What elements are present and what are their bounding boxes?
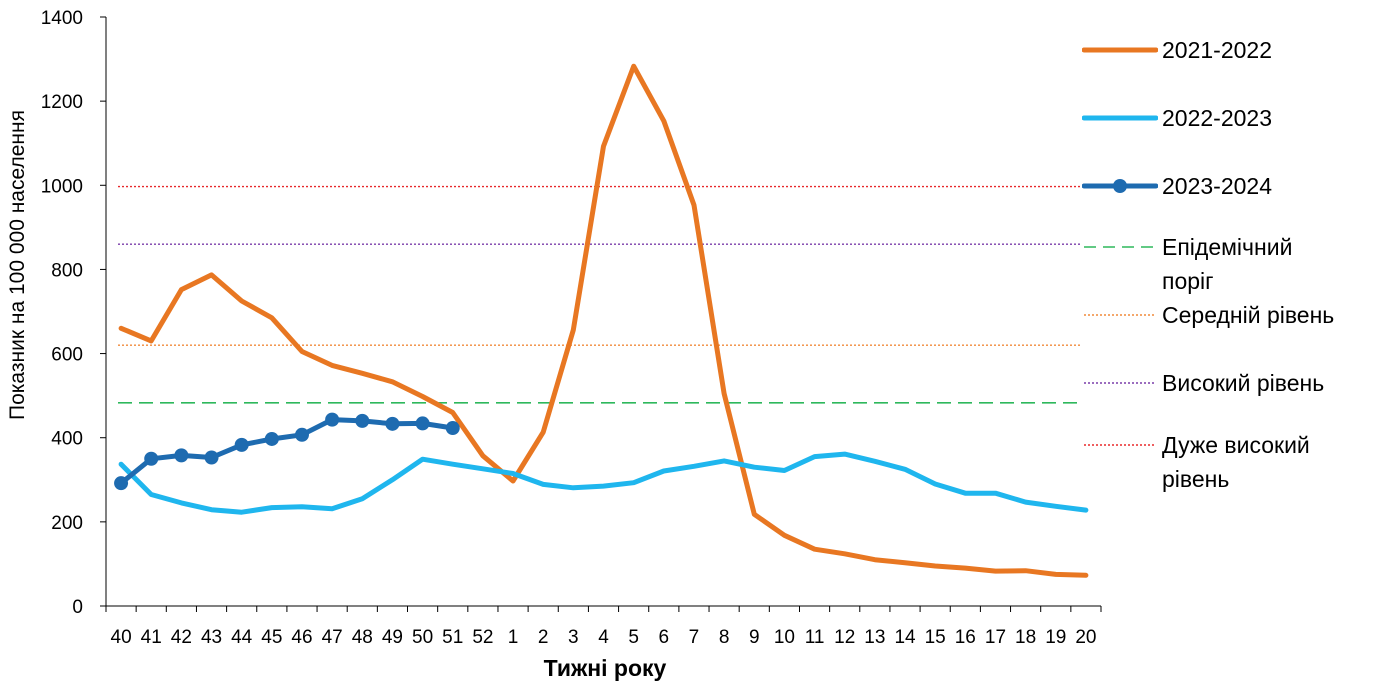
x-tick-label: 9 <box>749 627 760 648</box>
legend-label: Епідемічний поріг <box>1162 234 1293 294</box>
x-tick-label: 47 <box>322 627 343 648</box>
series-line-0 <box>118 63 1089 578</box>
legend-swatch <box>1082 47 1158 53</box>
y-tick-label: 800 <box>51 260 83 281</box>
y-tick-label: 200 <box>51 513 83 534</box>
legend-swatch <box>1084 246 1156 248</box>
x-tick-label: 18 <box>1015 627 1036 648</box>
y-tick-label: 0 <box>72 597 83 618</box>
legend-label: Середній рівень <box>1162 302 1335 328</box>
x-tick-label: 3 <box>568 627 579 648</box>
series-line-1 <box>118 451 1089 515</box>
x-tick-label: 4 <box>598 627 609 648</box>
x-tick-label: 40 <box>111 627 132 648</box>
legend-label: Високий рівень <box>1162 370 1325 396</box>
data-point <box>234 437 249 452</box>
data-point <box>294 427 309 442</box>
x-tick-label: 11 <box>805 627 825 648</box>
legend-swatch <box>1084 314 1156 316</box>
legend-swatch <box>1082 115 1158 121</box>
x-tick-label: 49 <box>382 627 403 648</box>
x-tick-label: 10 <box>774 627 795 648</box>
x-tick-label: 44 <box>231 627 253 648</box>
x-tick-label: 15 <box>925 627 946 648</box>
data-point <box>325 412 340 427</box>
data-point <box>144 451 159 466</box>
x-tick-label: 45 <box>261 627 282 648</box>
data-point <box>385 416 400 431</box>
x-axis-label: Тижні року <box>544 655 667 681</box>
data-point <box>114 476 129 491</box>
legend-label: 2022-2023 <box>1162 105 1272 131</box>
data-point <box>445 421 460 436</box>
x-tick-label: 7 <box>689 627 700 648</box>
y-axis-label: Показник на 100 000 населення <box>6 110 29 420</box>
legend-label: 2021-2022 <box>1162 37 1272 63</box>
y-tick-label: 1000 <box>41 176 83 197</box>
data-point <box>355 413 370 428</box>
x-tick-label: 16 <box>955 627 976 648</box>
x-tick-label: 5 <box>628 627 639 648</box>
y-tick-label: 1200 <box>41 92 83 113</box>
x-tick-label: 42 <box>171 627 192 648</box>
x-tick-label: 51 <box>442 627 463 648</box>
threshold-lines <box>118 185 1081 404</box>
legend-label: Дуже високий рівень <box>1162 432 1310 492</box>
x-tick-label: 41 <box>141 627 162 648</box>
legend-swatch <box>1082 179 1158 193</box>
x-tick-label: 19 <box>1045 627 1066 648</box>
y-tick-label: 400 <box>51 429 83 450</box>
legend-swatch <box>1084 382 1156 384</box>
x-tick-label: 1 <box>508 627 519 648</box>
data-point <box>264 431 279 446</box>
x-tick-label: 8 <box>719 627 730 648</box>
data-point <box>174 448 189 463</box>
x-tick-label: 12 <box>834 627 855 648</box>
series-lines <box>114 63 1089 578</box>
y-tick-label: 600 <box>51 345 83 366</box>
x-tick-label: 14 <box>894 627 916 648</box>
x-tick-label: 17 <box>985 627 1006 648</box>
x-tick-label: 13 <box>864 627 885 648</box>
x-tick-label: 46 <box>291 627 312 648</box>
y-tick-label: 1400 <box>41 8 83 29</box>
x-tick-label: 52 <box>472 627 493 648</box>
x-tick-label: 6 <box>659 627 670 648</box>
data-point <box>415 416 430 431</box>
x-tick-label: 48 <box>352 627 373 648</box>
x-tick-label: 43 <box>201 627 222 648</box>
legend-swatch <box>1084 444 1156 446</box>
x-tick-label: 50 <box>412 627 433 648</box>
x-tick-label: 2 <box>538 627 549 648</box>
data-point <box>204 450 219 465</box>
x-tick-label: 20 <box>1075 627 1096 648</box>
legend-label: 2023-2024 <box>1162 173 1272 199</box>
